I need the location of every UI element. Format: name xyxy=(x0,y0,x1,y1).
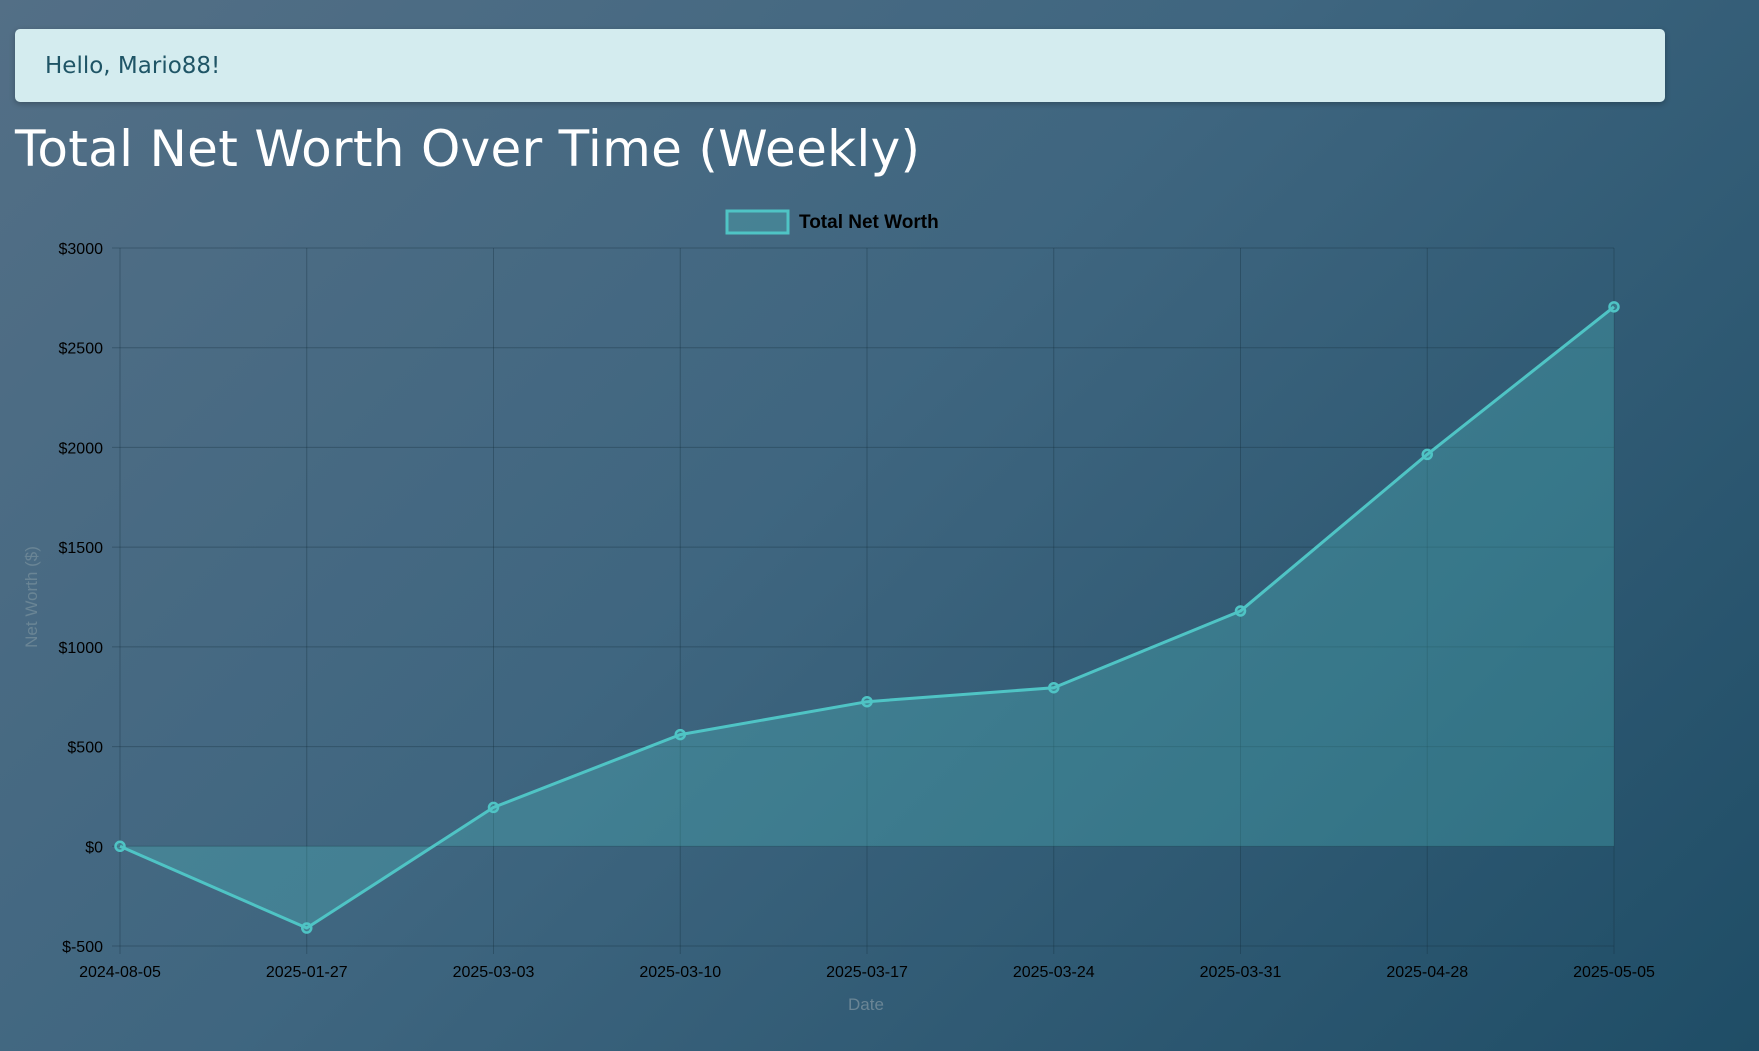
x-tick-label: 2025-03-10 xyxy=(639,964,721,981)
data-point xyxy=(301,922,313,934)
chart-grid xyxy=(112,247,1615,954)
y-tick-label: $-500 xyxy=(62,939,103,956)
data-point xyxy=(114,840,126,853)
page-title: Total Net Worth Over Time (Weekly) xyxy=(15,120,921,178)
data-point xyxy=(861,695,873,708)
series-line xyxy=(119,305,1615,930)
data-point xyxy=(1048,681,1060,694)
data-point xyxy=(1608,301,1620,313)
y-tick-label: $1000 xyxy=(59,640,104,657)
legend-label: Total Net Worth xyxy=(799,212,939,233)
x-tick-label: 2025-04-28 xyxy=(1386,964,1468,981)
legend-swatch xyxy=(725,209,790,235)
y-axis-title: Net Worth ($) xyxy=(22,546,41,648)
y-tick-label: $0 xyxy=(85,839,103,856)
x-tick-label: 2025-03-17 xyxy=(826,964,908,981)
x-tick-label: 2024-08-05 xyxy=(79,964,161,981)
data-point xyxy=(1421,448,1433,461)
y-tick-label: $2000 xyxy=(59,440,104,457)
x-tick-label: 2025-05-05 xyxy=(1573,964,1655,981)
x-axis-title: Date xyxy=(848,995,884,1014)
y-tick-label: $3000 xyxy=(59,241,104,258)
chart-ticks: $-500 $0 $500 $1000 $1500 $2000 $2500 $3000 2024… xyxy=(59,241,1656,981)
x-tick-label: 2025-03-24 xyxy=(1013,964,1095,981)
y-tick-label: $2500 xyxy=(59,341,104,358)
x-tick-label: 2025-03-31 xyxy=(1200,964,1282,981)
data-point xyxy=(1234,605,1247,617)
chart-area-layer xyxy=(119,305,1615,930)
greeting-text: Hello, Mario88! xyxy=(45,52,221,79)
y-tick-label: $1500 xyxy=(59,540,104,557)
x-tick-label: 2025-01-27 xyxy=(266,964,348,981)
chart-points xyxy=(114,301,1620,934)
chart-legend[interactable]: Total Net Worth xyxy=(725,209,939,235)
data-point xyxy=(674,728,686,741)
y-tick-label: $500 xyxy=(67,740,103,757)
greeting-banner: Hello, Mario88! xyxy=(15,29,1665,102)
data-point xyxy=(487,801,500,814)
series-area-fill xyxy=(120,306,1614,929)
x-tick-label: 2025-03-03 xyxy=(453,964,535,981)
